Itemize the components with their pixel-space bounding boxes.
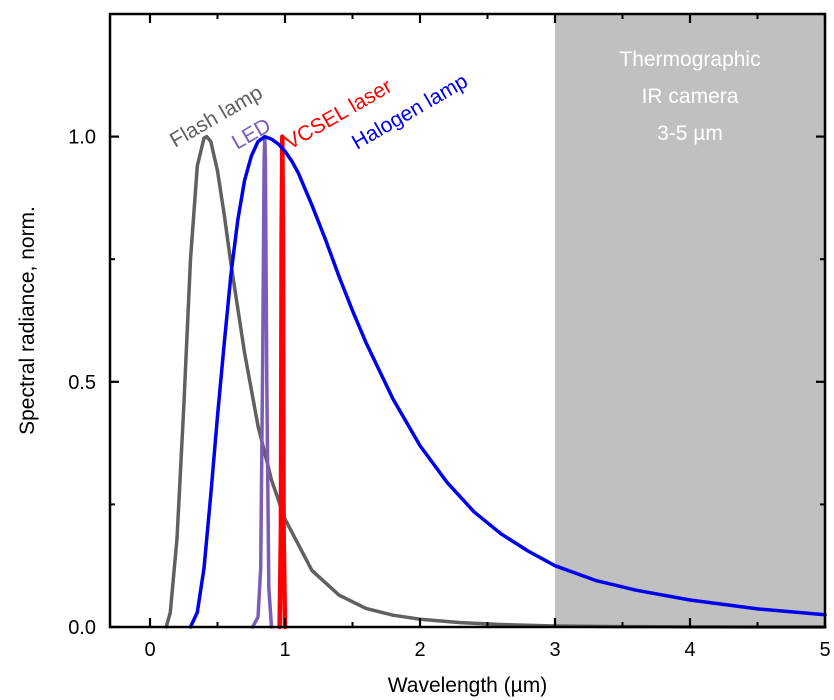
x-tick-label: 3 xyxy=(549,639,560,661)
ir-camera-region-fill xyxy=(555,14,825,627)
x-tick-label: 5 xyxy=(819,639,830,661)
plot-frame xyxy=(108,12,827,629)
series-led xyxy=(250,134,274,629)
region-label-line-2: IR camera xyxy=(642,85,739,108)
axes-layer: 0 1 2 3 4 5 0.0 0.5 1.0 xyxy=(68,12,831,661)
series-flash-lamp xyxy=(164,134,827,629)
x-axis-title: Wavelength (µm) xyxy=(388,674,548,697)
x-tick-label: 0 xyxy=(144,639,155,661)
x-tick-label: 4 xyxy=(684,639,695,661)
x-tick-label: 2 xyxy=(414,639,425,661)
x-tick-label: 1 xyxy=(279,639,290,661)
series-halogen-lamp xyxy=(188,134,827,629)
region-label-line-3: 3-5 µm xyxy=(657,122,723,145)
y-tick-label: 0.0 xyxy=(68,617,96,639)
ir-camera-region: Thermographic IR camera 3-5 µm xyxy=(555,14,825,627)
region-label-line-1: Thermographic xyxy=(619,48,760,71)
series-vcsel-laser xyxy=(277,134,288,630)
series-layer xyxy=(164,134,827,630)
y-tick-label: 1.0 xyxy=(68,127,96,149)
y-axis-title: Spectral radiance, norm. xyxy=(16,206,39,435)
y-tick-label: 0.5 xyxy=(68,372,96,394)
